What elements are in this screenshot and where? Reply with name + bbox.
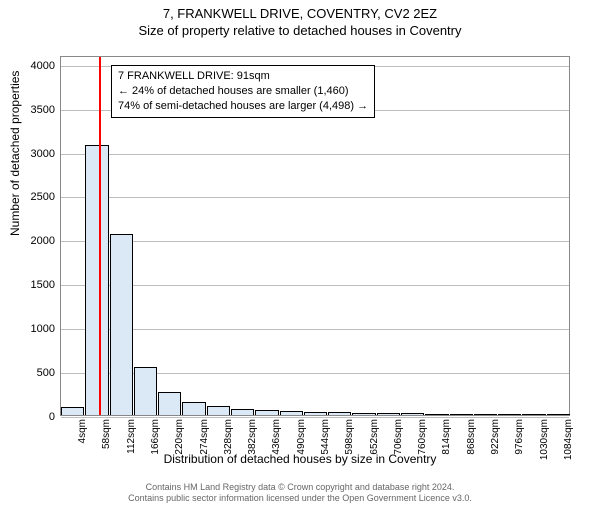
x-tick-label: 490sqm	[296, 419, 307, 455]
histogram-bar	[207, 406, 230, 415]
x-tick-label: 4sqm	[77, 419, 88, 443]
x-tick-label: 922sqm	[490, 419, 501, 455]
histogram-bar	[61, 407, 84, 415]
x-tick-label: 382sqm	[247, 419, 258, 455]
x-tick-label: 598sqm	[344, 419, 355, 455]
gridline	[61, 417, 569, 418]
histogram-bar	[182, 402, 205, 415]
histogram-bar	[134, 367, 157, 415]
x-tick-label: 760sqm	[417, 419, 428, 455]
x-axis-label: Distribution of detached houses by size …	[0, 452, 600, 466]
annotation-line1: 7 FRANKWELL DRIVE: 91sqm	[118, 69, 368, 84]
x-tick-label: 220sqm	[174, 419, 185, 455]
y-tick-label: 3000	[31, 148, 55, 160]
histogram-bar	[498, 414, 521, 415]
gridline	[61, 197, 569, 198]
page-title-address: 7, FRANKWELL DRIVE, COVENTRY, CV2 2EZ	[0, 6, 600, 21]
y-axis-label: Number of detached properties	[8, 71, 22, 236]
x-tick-label: 166sqm	[150, 419, 161, 455]
histogram-bar	[255, 410, 278, 415]
y-tick-label: 1500	[31, 279, 55, 291]
x-tick-label: 274sqm	[199, 419, 210, 455]
gridline	[61, 241, 569, 242]
y-tick-label: 2500	[31, 191, 55, 203]
page-subtitle: Size of property relative to detached ho…	[0, 23, 600, 38]
gridline	[61, 285, 569, 286]
y-tick-label: 4000	[31, 60, 55, 72]
gridline	[61, 154, 569, 155]
histogram-bar	[85, 145, 108, 415]
histogram-bar	[522, 414, 545, 415]
histogram-bar	[158, 392, 181, 415]
histogram-bar	[352, 413, 375, 415]
chart-plot-area: 050010001500200025003000350040004sqm58sq…	[60, 56, 570, 416]
annotation-box: 7 FRANKWELL DRIVE: 91sqm← 24% of detache…	[111, 65, 375, 118]
x-tick-label: 112sqm	[126, 419, 137, 454]
x-tick-label: 58sqm	[101, 419, 112, 449]
x-tick-label: 814sqm	[441, 419, 452, 455]
x-tick-label: 976sqm	[514, 419, 525, 455]
histogram-bar	[450, 414, 473, 415]
histogram-bar	[474, 414, 497, 415]
histogram-bar	[377, 413, 400, 415]
y-tick-label: 2000	[31, 235, 55, 247]
y-tick-label: 0	[49, 411, 55, 423]
histogram-bar	[110, 234, 133, 415]
histogram-bar	[547, 414, 570, 415]
histogram-bar	[401, 413, 424, 415]
y-tick-label: 1000	[31, 323, 55, 335]
y-tick-label: 500	[37, 367, 55, 379]
x-tick-label: 436sqm	[271, 419, 282, 455]
y-tick-label: 3500	[31, 104, 55, 116]
annotation-line3: 74% of semi-detached houses are larger (…	[118, 99, 368, 114]
footer-line1: Contains HM Land Registry data © Crown c…	[20, 482, 580, 493]
histogram-bar	[280, 411, 303, 415]
x-tick-label: 706sqm	[393, 419, 404, 455]
x-tick-label: 328sqm	[223, 419, 234, 455]
x-tick-label: 652sqm	[369, 419, 380, 455]
gridline	[61, 329, 569, 330]
x-tick-label: 868sqm	[466, 419, 477, 455]
x-tick-label: 544sqm	[320, 419, 331, 455]
histogram-bar	[425, 414, 448, 415]
annotation-line2: ← 24% of detached houses are smaller (1,…	[118, 84, 368, 99]
property-marker-line	[99, 57, 101, 415]
footer-line2: Contains public sector information licen…	[20, 493, 580, 504]
histogram-bar	[231, 409, 254, 415]
footer-attribution: Contains HM Land Registry data © Crown c…	[20, 482, 580, 505]
histogram-bar	[328, 412, 351, 415]
histogram-bar	[304, 412, 327, 416]
